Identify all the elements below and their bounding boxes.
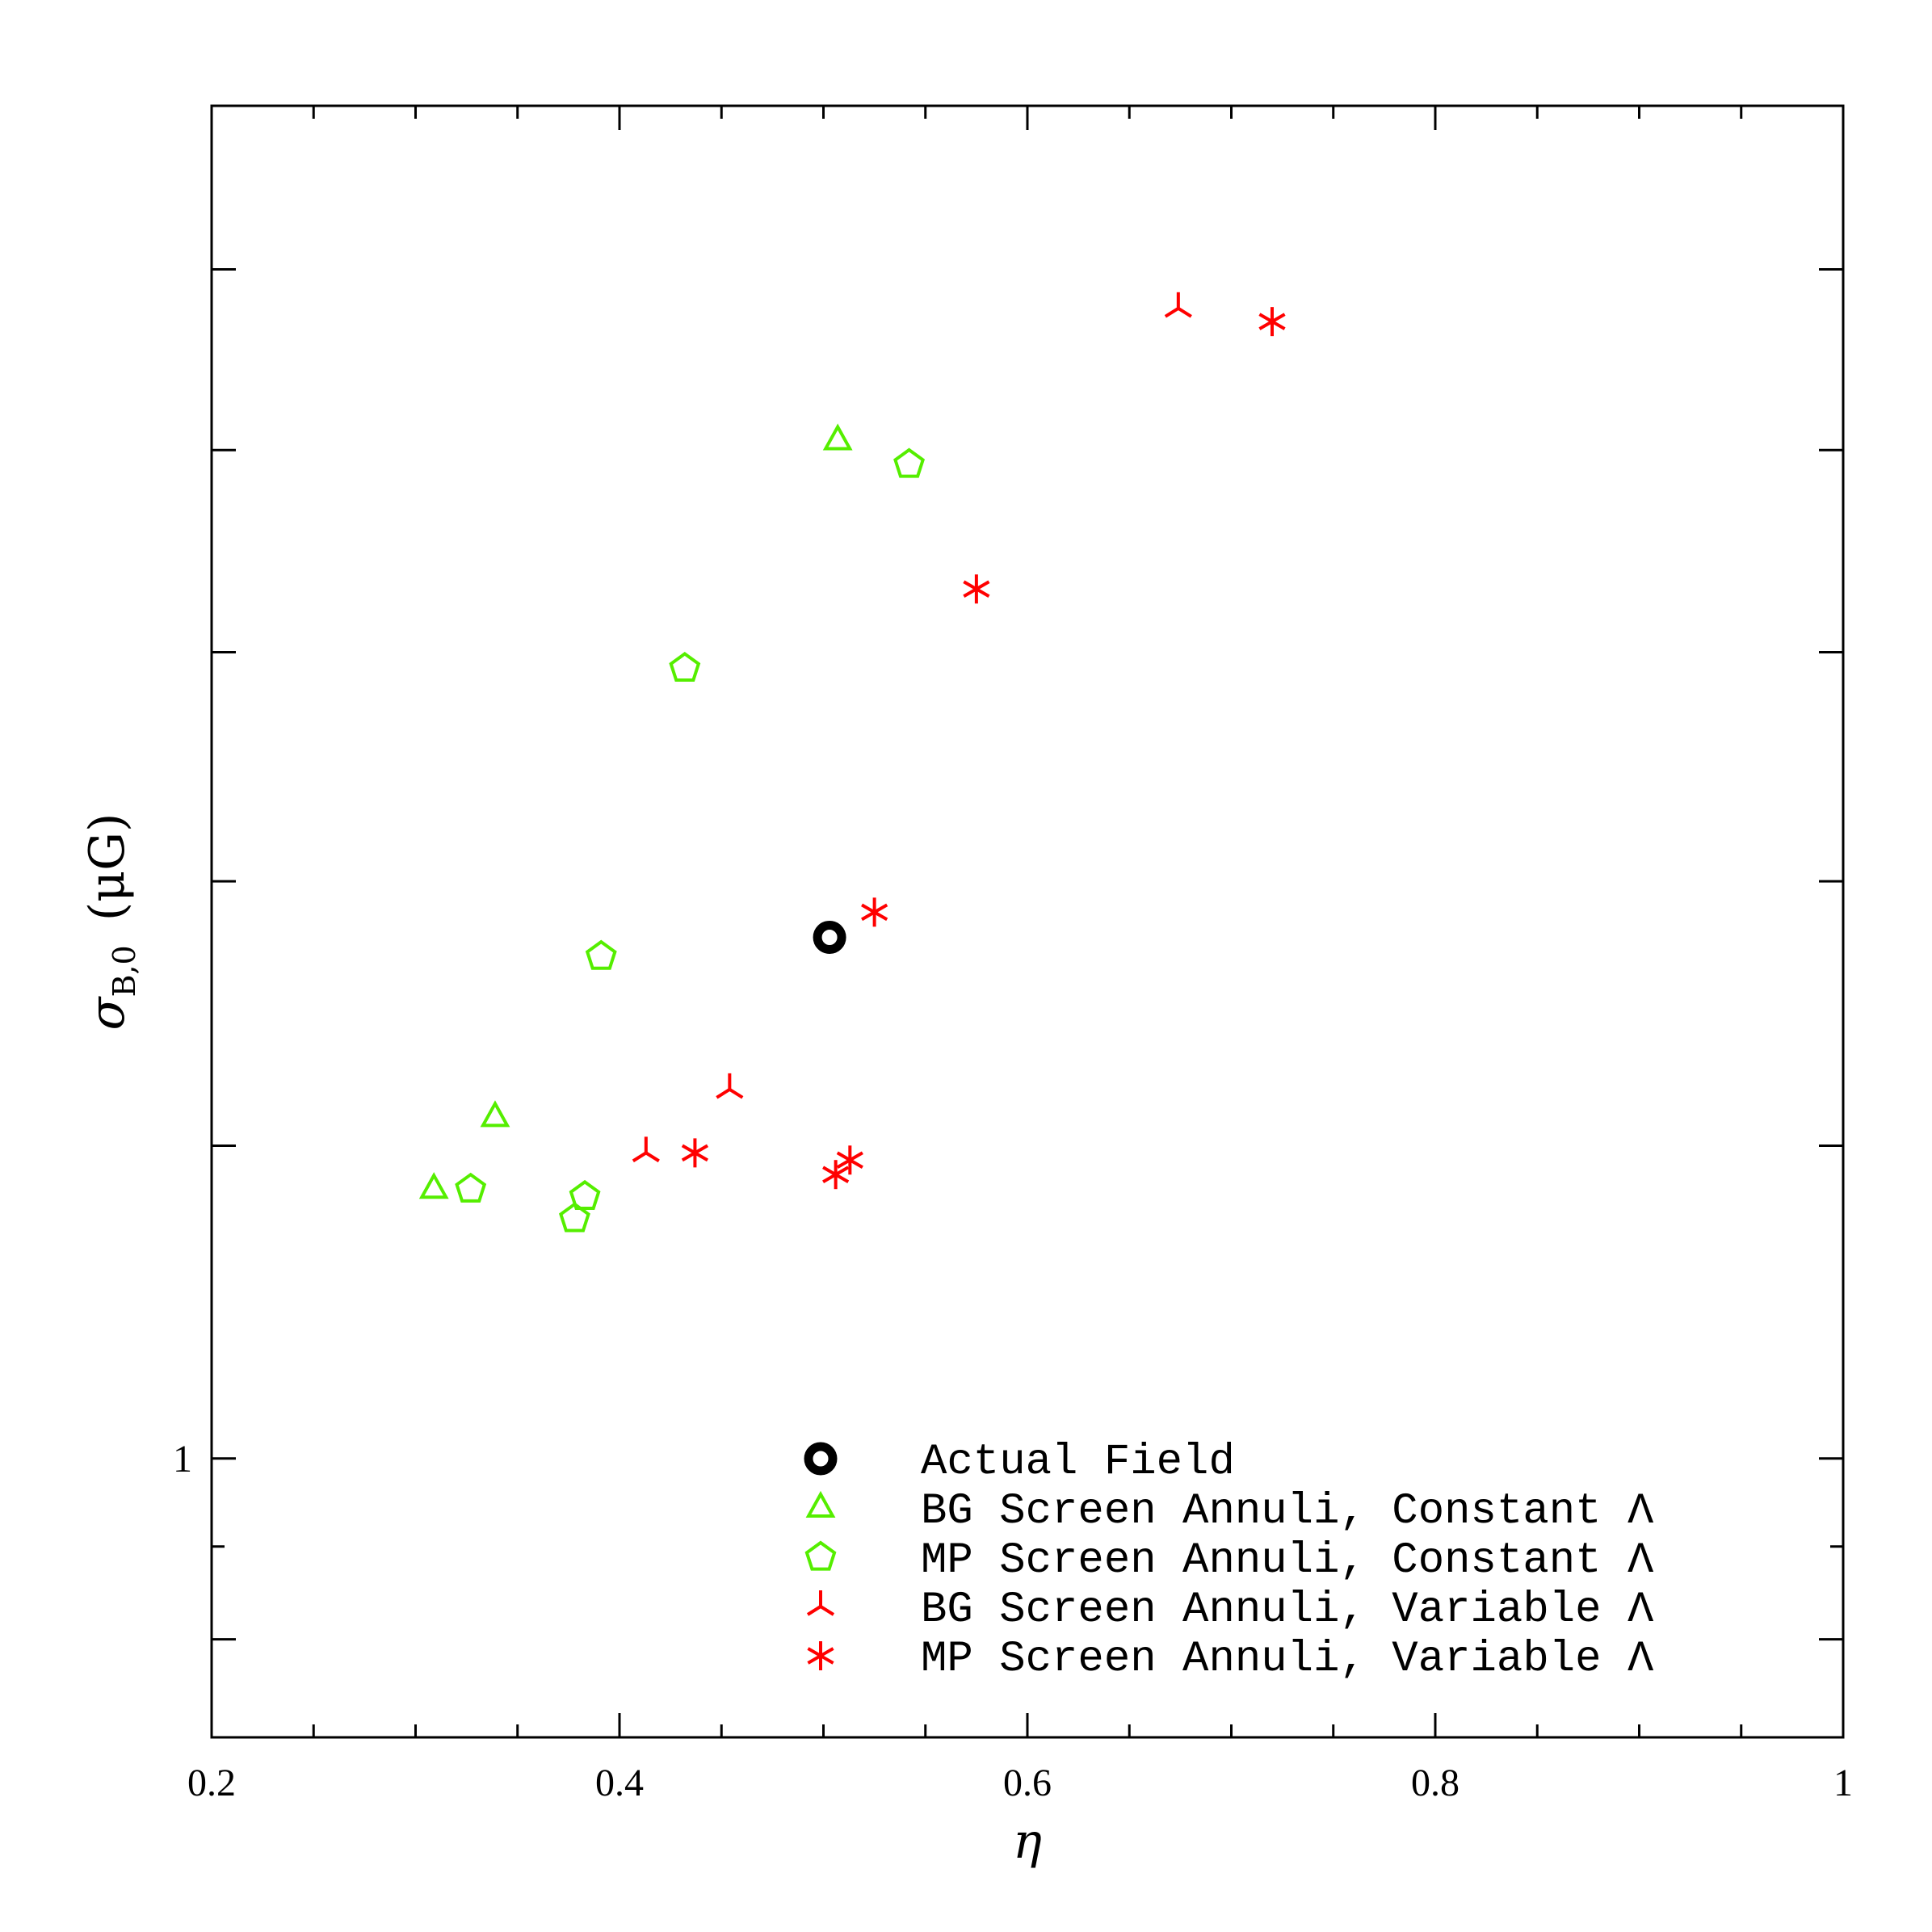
x-tick-label: 0.4 — [595, 1762, 644, 1804]
pentagon-point — [569, 1179, 601, 1210]
triangle-point — [418, 1172, 449, 1199]
legend-circle-icon — [804, 1442, 838, 1476]
asterisk-point — [963, 574, 990, 604]
data-points — [418, 292, 1286, 1233]
legend-triangle-icon — [805, 1490, 836, 1518]
x-tick-label: 0.8 — [1411, 1762, 1460, 1804]
tripod-point — [716, 1073, 744, 1099]
tripod-point — [632, 1136, 660, 1163]
x-tick-label: 0.6 — [1003, 1762, 1052, 1804]
tick-labels: 0.2 0.4 0.6 0.8 1 1 — [173, 1438, 1853, 1804]
x-tick-label: 1 — [1833, 1762, 1853, 1804]
axis-ticks — [210, 106, 1845, 1739]
legend-label: Actual Field — [921, 1438, 1235, 1487]
x-axis-label: η — [1013, 1813, 1042, 1870]
asterisk-point — [681, 1138, 709, 1168]
y-axis-unit: (μG) — [79, 813, 136, 922]
legend-tripod-icon — [806, 1590, 835, 1616]
legend-asterisk-icon — [807, 1641, 834, 1670]
legend-label: BG Screen Annuli, Variable Λ — [921, 1586, 1654, 1635]
plot-frame — [210, 104, 1845, 1739]
y-axis-symbol: σ — [79, 995, 136, 1030]
y-tick-label: 1 — [173, 1438, 192, 1480]
asterisk-point — [861, 897, 888, 927]
pentagon-point — [893, 447, 925, 478]
x-tick-label: 0.2 — [187, 1762, 236, 1804]
asterisk-point — [822, 1160, 850, 1190]
legend-label: MP Screen Annuli, Constant Λ — [921, 1536, 1654, 1586]
triangle-point — [822, 423, 853, 451]
pentagon-point — [559, 1202, 590, 1233]
legend-label: BG Screen Annuli, Constant Λ — [921, 1487, 1654, 1536]
pentagon-point — [585, 939, 617, 970]
circle-point — [813, 920, 846, 954]
asterisk-point — [1258, 307, 1286, 337]
asterisk-point — [836, 1145, 863, 1175]
legend-label: MP Screen Annuli, Variable Λ — [921, 1635, 1654, 1684]
triangle-point — [480, 1100, 510, 1128]
y-axis-label: σB,0 (μG) — [79, 813, 142, 1031]
tripod-point — [1164, 292, 1192, 318]
legend-pentagon-icon — [804, 1540, 837, 1571]
pentagon-point — [669, 651, 701, 682]
svg-text:σB,0(μG): σB,0 (μG) — [79, 813, 142, 1031]
pentagon-point — [455, 1172, 487, 1203]
y-axis-subscript: B,0 — [107, 945, 142, 997]
